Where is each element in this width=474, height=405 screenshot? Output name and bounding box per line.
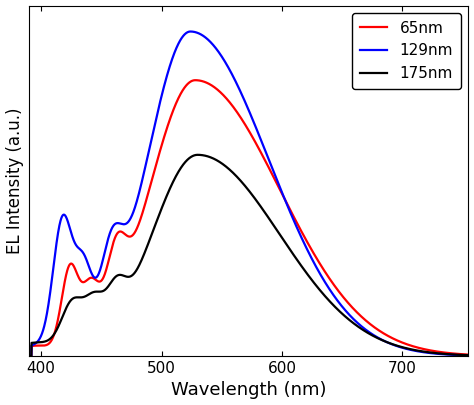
129nm bbox=[377, 337, 383, 341]
129nm bbox=[231, 76, 237, 81]
65nm bbox=[243, 124, 249, 128]
175nm bbox=[49, 335, 55, 339]
Line: 175nm: 175nm bbox=[29, 155, 474, 356]
175nm bbox=[243, 185, 249, 190]
X-axis label: Wavelength (nm): Wavelength (nm) bbox=[171, 382, 327, 399]
65nm bbox=[472, 352, 474, 357]
Legend: 65nm, 129nm, 175nm: 65nm, 129nm, 175nm bbox=[352, 13, 461, 89]
65nm bbox=[459, 352, 465, 356]
65nm bbox=[192, 78, 198, 83]
129nm bbox=[188, 29, 193, 34]
129nm bbox=[459, 353, 465, 358]
Line: 129nm: 129nm bbox=[29, 32, 474, 356]
65nm bbox=[231, 106, 237, 111]
65nm bbox=[49, 337, 55, 342]
Y-axis label: EL Intensity (a.u.): EL Intensity (a.u.) bbox=[6, 108, 24, 254]
129nm bbox=[26, 354, 32, 358]
175nm bbox=[472, 353, 474, 358]
Line: 65nm: 65nm bbox=[29, 80, 474, 356]
129nm bbox=[243, 101, 249, 106]
65nm bbox=[377, 329, 383, 334]
129nm bbox=[459, 353, 465, 358]
175nm bbox=[459, 352, 465, 357]
175nm bbox=[459, 352, 465, 357]
175nm bbox=[231, 171, 237, 176]
175nm bbox=[377, 337, 383, 342]
175nm bbox=[26, 354, 32, 358]
65nm bbox=[26, 354, 32, 358]
65nm bbox=[459, 352, 465, 357]
175nm bbox=[195, 152, 201, 157]
129nm bbox=[49, 277, 55, 282]
129nm bbox=[472, 353, 474, 358]
